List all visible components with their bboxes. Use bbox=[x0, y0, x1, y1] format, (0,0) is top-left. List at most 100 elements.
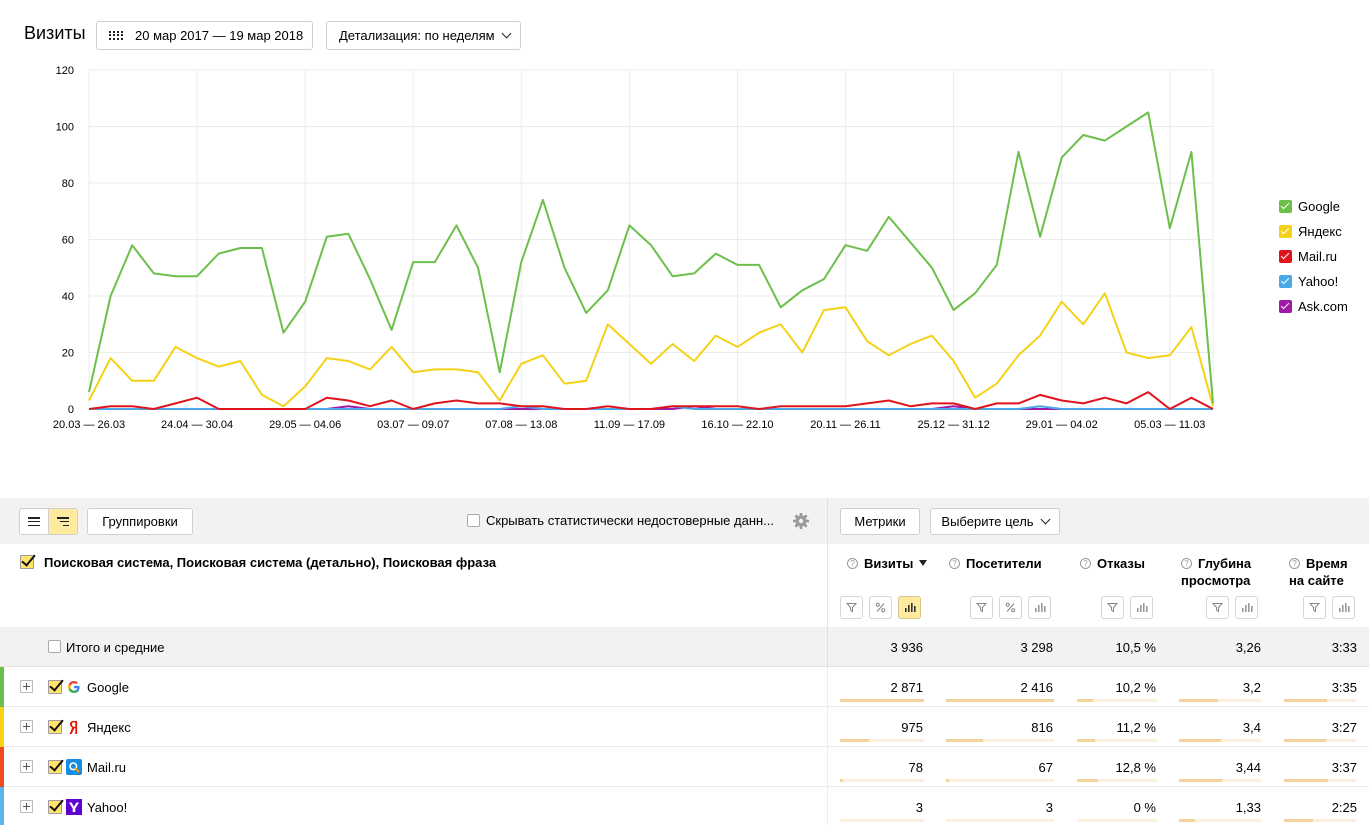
y-tick-label: 40 bbox=[62, 291, 74, 303]
cell-depth: 1,33 bbox=[1235, 800, 1261, 815]
table-row[interactable]: Mail.ru 78 67 12,8 % 3,44 3:37 bbox=[0, 747, 1369, 787]
legend-item[interactable]: Mail.ru bbox=[1279, 244, 1348, 269]
bar-track-bounces bbox=[1077, 819, 1157, 822]
x-axis-ticks: 20.03 — 26.03 24.04 — 30.04 29.05 — 04.06 0… bbox=[53, 419, 1206, 431]
dimension-title: Поисковая система, Поисковая система (де… bbox=[44, 555, 497, 570]
yandex-icon bbox=[66, 719, 82, 735]
help-icon[interactable]: ? bbox=[1080, 558, 1091, 569]
x-tick-label: 25.12 — 31.12 bbox=[918, 419, 990, 431]
column-visits-label: Визиты bbox=[864, 556, 914, 571]
gear-icon[interactable] bbox=[792, 512, 810, 530]
table-toolbar: Группировки Скрывать статистически недос… bbox=[0, 498, 1369, 544]
bars-toggle-button[interactable] bbox=[898, 596, 921, 619]
column-bounces[interactable]: ? Отказы bbox=[1080, 555, 1145, 572]
bars-toggle-button[interactable] bbox=[1235, 596, 1258, 619]
bar-track-depth bbox=[1179, 819, 1261, 822]
legend-item[interactable]: Yahoo! bbox=[1279, 269, 1348, 294]
hide-unreliable-checkbox[interactable] bbox=[467, 514, 480, 527]
total-visits: 3 936 bbox=[890, 640, 923, 655]
bars-toggle-button[interactable] bbox=[1130, 596, 1153, 619]
bars-toggle-button[interactable] bbox=[1028, 596, 1051, 619]
expand-icon[interactable] bbox=[20, 760, 33, 773]
bars-toggle-button[interactable] bbox=[1332, 596, 1355, 619]
date-range-button[interactable]: 20 мар 2017 — 19 мар 2018 bbox=[96, 21, 313, 50]
bar-track-visits bbox=[840, 819, 924, 822]
cell-bounces: 10,2 % bbox=[1115, 680, 1156, 695]
legend-label: Mail.ru bbox=[1298, 249, 1338, 264]
expand-icon[interactable] bbox=[20, 800, 33, 813]
table-row[interactable]: Yahoo! 3 3 0 % 1,33 2:25 bbox=[0, 787, 1369, 825]
filter-button[interactable] bbox=[1101, 596, 1124, 619]
row-checkbox[interactable] bbox=[48, 760, 62, 774]
x-tick-label: 20.03 — 26.03 bbox=[53, 419, 125, 431]
total-depth: 3,26 bbox=[1235, 640, 1261, 655]
legend-item[interactable]: Яндекс bbox=[1279, 219, 1348, 244]
filter-button[interactable] bbox=[1206, 596, 1229, 619]
column-time[interactable]: ? Время на сайте bbox=[1289, 555, 1348, 589]
bar-fill-depth bbox=[1179, 699, 1219, 702]
cell-time: 3:37 bbox=[1331, 760, 1357, 775]
detail-select[interactable]: Детализация: по неделям bbox=[326, 21, 521, 50]
help-icon[interactable]: ? bbox=[1289, 558, 1300, 569]
filter-icon bbox=[1107, 603, 1118, 613]
column-visitors[interactable]: ? Посетители bbox=[949, 555, 1042, 572]
column-depth[interactable]: ? Глубина просмотра bbox=[1181, 555, 1251, 589]
table-row[interactable]: Яндекс 975 816 11,2 % 3,4 3:27 bbox=[0, 707, 1369, 747]
filter-icon bbox=[1309, 603, 1320, 613]
row-checkbox[interactable] bbox=[48, 800, 62, 814]
metrics-button[interactable]: Метрики bbox=[840, 508, 920, 535]
column-visits[interactable]: ? Визиты bbox=[847, 555, 928, 572]
row-color-strip bbox=[0, 787, 4, 825]
bar-track-visitors bbox=[946, 739, 1054, 742]
legend-checkbox[interactable] bbox=[1279, 250, 1292, 263]
bar-track-visits bbox=[840, 739, 924, 742]
legend-item[interactable]: Ask.com bbox=[1279, 294, 1348, 319]
bar-track-depth bbox=[1179, 699, 1261, 702]
legend-checkbox[interactable] bbox=[1279, 200, 1292, 213]
bar-track-visitors bbox=[946, 779, 1054, 782]
chevron-down-icon bbox=[501, 28, 512, 39]
bar-track-time bbox=[1284, 739, 1356, 742]
dimension-header[interactable]: Поисковая система, Поисковая система (де… bbox=[20, 555, 496, 570]
help-icon[interactable]: ? bbox=[1181, 558, 1192, 569]
total-checkbox[interactable] bbox=[48, 640, 61, 653]
filter-button[interactable] bbox=[840, 596, 863, 619]
table-row[interactable]: Google 2 871 2 416 10,2 % 3,2 3:35 bbox=[0, 667, 1369, 707]
expand-icon[interactable] bbox=[20, 720, 33, 733]
column-visitors-label: Посетители bbox=[966, 556, 1042, 571]
bar-fill-visitors bbox=[946, 699, 1054, 702]
groupings-button[interactable]: Группировки bbox=[87, 508, 193, 535]
legend-checkbox[interactable] bbox=[1279, 225, 1292, 238]
percent-button[interactable] bbox=[999, 596, 1022, 619]
percent-button[interactable] bbox=[869, 596, 892, 619]
percent-icon bbox=[875, 602, 886, 613]
bar-track-time bbox=[1284, 819, 1356, 822]
calendar-icon bbox=[109, 30, 123, 41]
x-tick-label: 29.05 — 04.06 bbox=[269, 419, 341, 431]
row-checkbox[interactable] bbox=[48, 720, 62, 734]
row-label: Yahoo! bbox=[87, 800, 128, 815]
legend-label: Яндекс bbox=[1298, 224, 1342, 239]
row-checkbox[interactable] bbox=[48, 680, 62, 694]
bar-fill-depth bbox=[1179, 819, 1196, 822]
filter-button[interactable] bbox=[970, 596, 993, 619]
list-view-button[interactable] bbox=[20, 509, 48, 534]
help-icon[interactable]: ? bbox=[949, 558, 960, 569]
sort-desc-icon[interactable] bbox=[919, 560, 928, 566]
bar-track-visits bbox=[840, 779, 924, 782]
legend-item[interactable]: Google bbox=[1279, 194, 1348, 219]
expand-icon[interactable] bbox=[20, 680, 33, 693]
bar-fill-time bbox=[1284, 739, 1326, 742]
page-title: Визиты bbox=[24, 23, 86, 43]
bars-icon bbox=[1241, 603, 1253, 612]
bar-fill-visits bbox=[840, 739, 869, 742]
help-icon[interactable]: ? bbox=[847, 558, 858, 569]
hide-unreliable-toggle[interactable]: Скрывать статистически недостоверные дан… bbox=[467, 513, 777, 528]
filter-button[interactable] bbox=[1303, 596, 1326, 619]
legend-checkbox[interactable] bbox=[1279, 275, 1292, 288]
tree-view-button[interactable] bbox=[48, 509, 77, 534]
legend-checkbox[interactable] bbox=[1279, 300, 1292, 313]
goal-select[interactable]: Выберите цель bbox=[930, 508, 1060, 535]
x-tick-label: 07.08 — 13.08 bbox=[485, 419, 557, 431]
dimension-checkbox[interactable] bbox=[20, 555, 34, 569]
